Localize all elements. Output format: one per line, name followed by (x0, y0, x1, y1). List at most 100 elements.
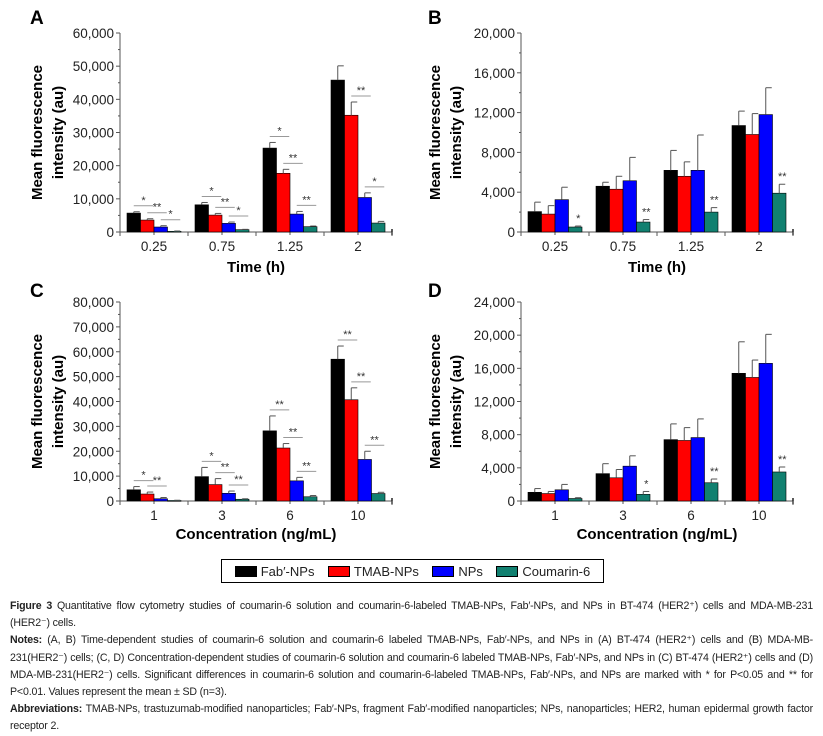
significance-marker: * (141, 470, 146, 482)
y-tick-label: 20,000 (474, 328, 515, 343)
y-axis-label: Mean fluorescence intensity (au) (427, 65, 465, 200)
bar-tmab-nps (140, 493, 155, 502)
y-tick-label: 20,000 (474, 26, 515, 41)
y-axis-label: Mean fluorescence intensity (au) (29, 334, 67, 469)
x-axis-label: Concentration (ng/mL) (577, 526, 738, 543)
bar-nps (153, 498, 168, 502)
bar-tmab-nps (677, 440, 692, 502)
significance-marker: ** (221, 196, 230, 208)
y-tick-label: 50,000 (73, 370, 114, 385)
y-tick-label: 40,000 (73, 92, 114, 107)
bar-nps (221, 492, 236, 502)
bar-coumarin-6 (772, 192, 787, 233)
significance-marker: ** (343, 329, 352, 341)
bar-nps (622, 180, 637, 233)
bar-nps (289, 213, 304, 233)
bar-tmab-nps (541, 213, 556, 233)
bar-fab-nps (663, 170, 678, 233)
significance-marker: ** (275, 399, 284, 411)
y-tick-label: 0 (507, 494, 515, 509)
bar-coumarin-6 (371, 222, 386, 233)
bar-fab-nps (262, 147, 277, 233)
legend-label: NPs (458, 563, 483, 579)
y-tick-label: 60,000 (73, 345, 114, 360)
bar-tmab-nps (609, 188, 624, 233)
bar-tmab-nps (344, 114, 359, 233)
bar-nps (758, 363, 773, 502)
x-tick-label: 3 (619, 508, 627, 523)
caption-notes-label: Notes: (10, 634, 43, 647)
x-tick-label: 1.25 (678, 239, 704, 254)
y-tick-label: 60,000 (73, 26, 114, 41)
bar-tmab-nps (677, 175, 692, 233)
bar-coumarin-6 (371, 493, 386, 502)
x-tick-label: 1 (551, 508, 559, 523)
y-tick-label: 24,000 (474, 295, 515, 310)
bar-tmab-nps (745, 134, 760, 233)
panel-letter: B (428, 8, 442, 29)
y-tick-label: 50,000 (73, 59, 114, 74)
x-tick-label: 0.25 (542, 239, 568, 254)
bar-nps (690, 170, 705, 233)
bar-nps (554, 489, 569, 502)
x-tick-label: 10 (350, 508, 365, 523)
bar-nps (153, 226, 168, 233)
y-axis-label-line-1: Mean fluorescence (29, 334, 46, 469)
legend-swatch-nps (432, 565, 455, 577)
caption-title-text: Quantitative flow cytometry studies of c… (10, 600, 813, 630)
x-tick-label: 6 (286, 508, 294, 523)
bar-nps (690, 437, 705, 502)
y-tick-label: 12,000 (474, 106, 515, 121)
figure-caption: Figure 3 Quantitative flow cytometry stu… (10, 598, 813, 736)
bar-fab-nps (126, 489, 141, 502)
significance-marker: ** (357, 85, 366, 97)
bar-fab-nps (527, 211, 542, 233)
caption-title-paragraph: Figure 3 Quantitative flow cytometry stu… (10, 598, 813, 632)
bar-tmab-nps (344, 399, 359, 502)
caption-abbreviations-paragraph: Abbreviations: TMAB-NPs, trastuzumab-mod… (10, 701, 813, 735)
bar-tmab-nps (541, 493, 556, 502)
significance-marker: ** (289, 152, 298, 164)
x-tick-label: 6 (687, 508, 695, 523)
bar-fab-nps (527, 491, 542, 502)
y-axis-label: Mean fluorescence intensity (au) (427, 334, 465, 469)
bar-tmab-nps (276, 172, 291, 233)
significance-marker: * (168, 209, 173, 221)
y-axis-label-line-2: intensity (au) (448, 355, 465, 448)
legend: Fab′-NPs TMAB-NPs NPs Coumarin-6 (221, 559, 604, 583)
significance-marker: ** (234, 474, 243, 486)
y-tick-label: 30,000 (73, 126, 114, 141)
caption-figure-number: Figure 3 (10, 600, 53, 612)
y-tick-label: 16,000 (474, 361, 515, 376)
legend-swatch-coumarin-6 (496, 565, 519, 577)
y-tick-label: 80,000 (73, 295, 114, 310)
significance-marker: ** (710, 195, 719, 207)
bar-fab-nps (194, 204, 209, 233)
x-tick-label: 0.75 (209, 239, 235, 254)
panel-d: D Mean fluorescence intensity (au) Concentr… (427, 281, 794, 543)
significance-marker: ** (153, 202, 162, 214)
y-tick-label: 10,000 (73, 469, 114, 484)
x-tick-label: 2 (354, 239, 362, 254)
bar-coumarin-6 (568, 226, 583, 233)
bar-fab-nps (330, 358, 345, 502)
bar-coumarin-6 (772, 471, 787, 502)
x-axis-label: Time (h) (628, 259, 686, 276)
bar-fab-nps (126, 212, 141, 233)
y-tick-label: 20,000 (73, 159, 114, 174)
panel-letter: C (30, 281, 44, 302)
significance-marker: * (209, 185, 214, 197)
bar-fab-nps (262, 430, 277, 502)
legend-item-fab-nps: Fab′-NPs (234, 564, 314, 579)
significance-marker: ** (642, 207, 651, 219)
significance-marker: ** (289, 427, 298, 439)
bar-tmab-nps (609, 477, 624, 502)
significance-marker: * (372, 176, 377, 188)
bar-tmab-nps (208, 484, 223, 502)
y-tick-label: 30,000 (73, 419, 114, 434)
y-tick-label: 20,000 (73, 444, 114, 459)
significance-marker: ** (221, 462, 230, 474)
significance-marker: ** (778, 454, 787, 466)
y-tick-label: 10,000 (73, 192, 114, 207)
significance-marker: * (236, 205, 241, 217)
